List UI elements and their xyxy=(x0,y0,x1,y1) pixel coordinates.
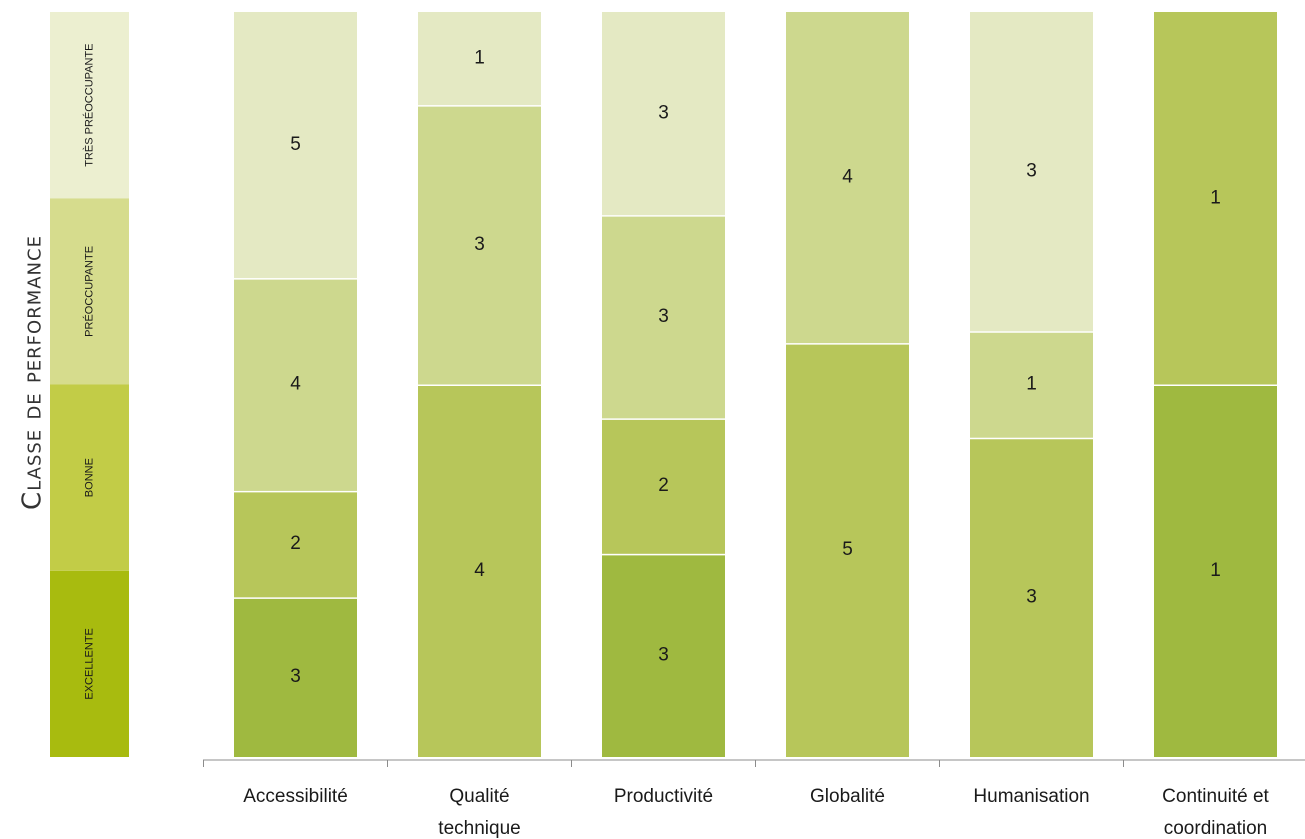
x-tick-label: Continuité et xyxy=(1162,786,1269,807)
scale-label-excellente: EXCELLENTE xyxy=(83,628,95,700)
scale-band-excellente xyxy=(50,570,129,757)
bar-segment-preoccupante xyxy=(786,12,909,344)
bar-segment-excellente xyxy=(602,553,725,757)
x-tick-label: technique xyxy=(438,818,520,839)
data-label: 2 xyxy=(290,533,301,554)
data-label: 3 xyxy=(658,644,669,665)
bar-segment-preoccupante xyxy=(234,278,357,491)
bar-segment-preoccupante xyxy=(602,215,725,419)
x-tick-label: Accessibilité xyxy=(243,786,348,807)
scale-band-bonne xyxy=(50,384,129,571)
x-tick-label: Globalité xyxy=(810,786,885,807)
data-label: 3 xyxy=(290,666,301,687)
data-label: 3 xyxy=(1026,586,1037,607)
data-label: 3 xyxy=(658,306,669,327)
scale-band-preoccupante xyxy=(50,198,129,385)
x-tick-label: coordination xyxy=(1164,818,1268,839)
data-label: 1 xyxy=(474,48,485,69)
data-label: 4 xyxy=(290,374,301,395)
x-tick-label: Humanisation xyxy=(973,786,1089,807)
x-tick-label: Productivité xyxy=(614,786,713,807)
bar-segment-excellente xyxy=(234,597,357,757)
data-label: 4 xyxy=(474,560,485,581)
y-axis-title: Classe de performance xyxy=(18,235,48,510)
data-label: 3 xyxy=(1026,161,1037,182)
bars: 3 2 4 5 4 3 1 3 2 3 3 5 4 3 1 3 1 1 xyxy=(234,12,1277,757)
bar-segment-tres_preoccupante xyxy=(234,12,357,279)
data-label: 1 xyxy=(1026,374,1037,395)
bar-segment-bonne xyxy=(234,490,357,598)
x-tick-label: Qualité xyxy=(449,786,509,807)
data-label: 5 xyxy=(290,134,301,155)
scale-label-tres_preoccupante: TRÈS PRÉOCCUPANTE xyxy=(82,43,95,166)
data-label: 2 xyxy=(658,475,669,496)
bar-segment-tres_preoccupante xyxy=(418,12,541,106)
data-label: 1 xyxy=(1210,560,1221,581)
bar-segment-excellente xyxy=(1154,384,1277,757)
bar-segment-bonne xyxy=(602,418,725,554)
scale-label-preoccupante: PRÉOCCUPANTE xyxy=(82,246,95,337)
bar-segment-bonne xyxy=(1154,12,1277,385)
data-label: 5 xyxy=(842,539,853,560)
bar-segment-preoccupante xyxy=(418,105,541,385)
bar-segment-tres_preoccupante xyxy=(602,12,725,216)
bar-segment-bonne xyxy=(786,343,909,757)
data-label: 3 xyxy=(474,234,485,255)
scale-band-tres_preoccupante xyxy=(50,12,129,199)
bar-segment-tres_preoccupante xyxy=(970,12,1093,332)
data-label: 4 xyxy=(842,167,853,188)
data-label: 1 xyxy=(1210,187,1221,208)
performance-scale: EXCELLENTE BONNE PRÉOCCUPANTE TRÈS PRÉOCCUP… xyxy=(50,12,129,757)
scale-label-bonne: BONNE xyxy=(83,458,95,497)
bar-segment-bonne xyxy=(418,384,541,757)
data-label: 3 xyxy=(658,103,669,124)
bar-segment-bonne xyxy=(970,437,1093,757)
bar-segment-preoccupante xyxy=(970,331,1093,438)
